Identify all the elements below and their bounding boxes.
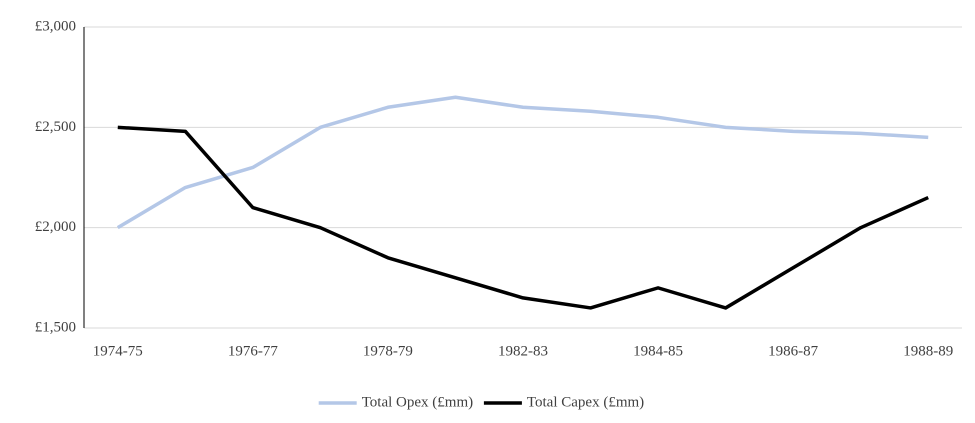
x-tick-label: 1984-85 [633,343,683,359]
legend-label: Total Capex (£mm) [527,394,644,410]
y-tick-label: £2,000 [35,219,76,235]
x-tick-label: 1978-79 [363,343,413,359]
legend-label: Total Opex (£mm) [362,394,473,410]
series-line [117,125,929,310]
x-tick-label: 1982-83 [498,343,548,359]
y-tick-label: £2,500 [35,119,76,135]
y-tick-label: £1,500 [35,319,76,335]
x-tick-label: 1988-89 [903,343,953,359]
series-line [116,95,929,230]
x-tick-label: 1976-77 [228,343,278,359]
x-tick-label: 1974-75 [93,343,143,359]
x-tick-label: 1986-87 [768,343,818,359]
y-tick-label: £3,000 [35,18,76,34]
